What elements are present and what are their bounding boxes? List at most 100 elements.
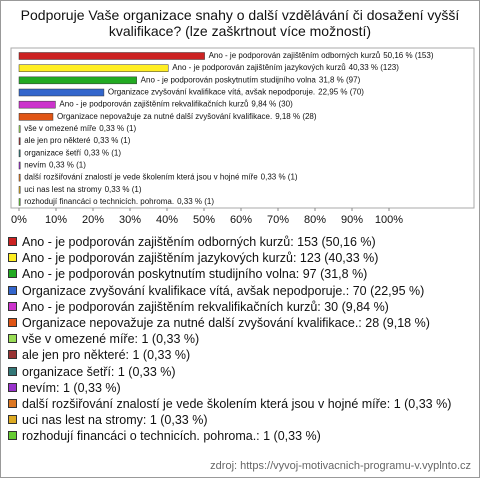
legend-item: Ano - je podporován zajištěním jazykovýc… <box>7 250 469 266</box>
bar-label: Ano - je podporován zajištěním jazykovýc… <box>172 63 399 72</box>
legend-swatch <box>8 301 17 311</box>
bar <box>18 100 56 109</box>
bar-label: Ano - je podporován zajištěním odborných… <box>209 51 434 60</box>
legend-swatch <box>8 415 17 425</box>
legend-swatch <box>8 318 17 328</box>
legend-label: Ano - je podporován zajištěním odborných… <box>22 235 376 249</box>
bar-category: organizace šetří <box>24 148 82 157</box>
bar <box>18 173 21 182</box>
legend-swatch <box>8 431 17 441</box>
bar-category: Organizace nepovažuje za nutné další zvy… <box>57 112 272 121</box>
legend-item: organizace šetří: 1 (0,33 %) <box>7 364 469 380</box>
legend: Ano - je podporován zajištěním odborných… <box>7 234 469 445</box>
legend-item: Organizace nepovažuje za nutné další zvy… <box>7 315 469 331</box>
bar-value-label: 40,33 % (123) <box>349 63 400 72</box>
bar <box>18 52 205 60</box>
bar-value-label: 0,33 % (1) <box>49 161 86 170</box>
bar-value-label: 0,33 % (1) <box>99 124 136 133</box>
legend-label: organizace šetří: 1 (0,33 %) <box>22 364 176 379</box>
x-tick-label: 70% <box>267 214 289 226</box>
legend-label: Ano - je podporován zajištěním jazykovýc… <box>22 251 379 266</box>
legend-label: Ano - je podporován poskytnutím studijní… <box>22 267 368 282</box>
bar-value-label: 0,33 % (1) <box>93 136 130 145</box>
legend-item: ale jen pro některé: 1 (0,33 %) <box>7 347 469 363</box>
legend-item: Ano - je podporován zajištěním rekvalifi… <box>7 299 469 315</box>
bar-category: další rozšiřování znalostí je vede škole… <box>24 173 258 182</box>
legend-label: uci nas lest na stromy: 1 (0,33 %) <box>22 413 208 428</box>
legend-label: rozhodují financáci o technicích. pohrom… <box>22 429 321 444</box>
x-tick-label: 90% <box>341 214 363 226</box>
legend-label: další rozšiřování znalostí je vede škole… <box>22 397 452 412</box>
bar-category: Organizace zvyšování kvalifikace vítá, a… <box>108 88 315 97</box>
legend-item: nevím: 1 (0,33 %) <box>7 380 469 396</box>
legend-swatch <box>8 334 17 344</box>
bar-label: Organizace zvyšování kvalifikace vítá, a… <box>108 88 364 97</box>
legend-swatch <box>8 366 17 376</box>
bar <box>18 76 137 85</box>
bar-category: Ano - je podporován zajištěním odborných… <box>209 51 381 60</box>
bar <box>18 64 169 72</box>
legend-label: nevím: 1 (0,33 %) <box>22 380 121 395</box>
legend-label: Organizace nepovažuje za nutné další zvy… <box>22 316 430 331</box>
legend-item: Organizace zvyšování kvalifikace vítá, a… <box>7 283 469 299</box>
x-tick-label: 0% <box>11 214 27 226</box>
bar-value-label: 50,16 % (153) <box>383 51 434 60</box>
x-tick-label: 40% <box>156 214 178 226</box>
bar-value-label: 31,8 % (97) <box>319 75 361 84</box>
x-tick-label: 100% <box>375 214 403 226</box>
bar-value-label: 9,18 % (28) <box>275 112 317 121</box>
bar-label: vše v omezené míře 0,33 % (1) <box>24 124 136 133</box>
legend-swatch <box>8 399 17 409</box>
bar-category: Ano - je podporován zajištěním jazykovýc… <box>172 63 345 72</box>
source: zdroj: https://vyvoj-motivacnich-program… <box>210 460 471 472</box>
bar-category: Ano - je podporován poskytnutím studijní… <box>141 75 317 84</box>
bar <box>18 125 21 133</box>
bar-value-label: 0,33 % (1) <box>261 173 298 182</box>
bar <box>18 113 54 121</box>
bar <box>18 198 21 206</box>
legend-label: Ano - je podporován zajištěním rekvalifi… <box>22 299 389 314</box>
bar <box>18 149 21 158</box>
bar-category: nevím <box>24 161 46 170</box>
legend-swatch <box>8 237 17 246</box>
legend-item: další rozšiřování znalostí je vede škole… <box>7 396 469 412</box>
legend-swatch <box>8 350 17 360</box>
legend-swatch <box>8 382 17 392</box>
bar-value-label: 0,33 % (1) <box>105 185 142 194</box>
legend-item: vše v omezené míře: 1 (0,33 %) <box>7 331 469 347</box>
legend-item: Ano - je podporován poskytnutím studijní… <box>7 266 469 282</box>
bar-label: Organizace nepovažuje za nutné další zvy… <box>57 112 317 121</box>
legend-label: ale jen pro některé: 1 (0,33 %) <box>22 348 191 363</box>
x-tick-label: 50% <box>193 214 215 226</box>
plot: Ano - je podporován zajištěním odborných… <box>10 47 475 226</box>
bar <box>18 137 21 145</box>
bar-label: uci nas lest na stromy 0,33 % (1) <box>24 185 142 194</box>
bar-value-label: 0,33 % (1) <box>177 197 214 206</box>
bar-value-label: 22,95 % (70) <box>318 88 364 97</box>
bar-category: Ano - je podporován zajištěním rekvalifi… <box>59 100 248 109</box>
chart-title: Podporuje Vaše organizace snahy o další … <box>20 7 460 39</box>
bar-value-label: 0,33 % (1) <box>84 148 121 157</box>
bar <box>18 88 105 97</box>
bar-value-label: 9,84 % (30) <box>251 100 293 109</box>
bars: Ano - je podporován zajištěním odborných… <box>18 51 434 206</box>
bar-category: rozhodují financáci o technicích. pohrom… <box>24 197 174 206</box>
bar-label: ale jen pro některé 0,33 % (1) <box>24 136 131 145</box>
legend-label: Organizace zvyšování kvalifikace vítá, a… <box>22 283 425 298</box>
bar-category: uci nas lest na stromy <box>24 185 101 194</box>
plot-area <box>10 47 475 209</box>
legend-item: Ano - je podporován zajištěním odborných… <box>7 234 469 250</box>
x-tick-label: 80% <box>304 214 326 226</box>
bar-category: vše v omezené míře <box>24 124 97 133</box>
legend-swatch <box>8 253 17 263</box>
bar <box>18 161 21 170</box>
legend-swatch <box>8 269 17 279</box>
bar-label: nevím 0,33 % (1) <box>24 161 86 170</box>
bar-label: rozhodují financáci o technicích. pohrom… <box>24 197 214 206</box>
legend-item: uci nas lest na stromy: 1 (0,33 %) <box>7 412 469 428</box>
bar-label: Ano - je podporován zajištěním rekvalifi… <box>59 100 293 109</box>
bar-category: ale jen pro některé <box>24 136 91 145</box>
x-tick-label: 10% <box>45 214 67 226</box>
x-tick-label: 30% <box>119 214 141 226</box>
